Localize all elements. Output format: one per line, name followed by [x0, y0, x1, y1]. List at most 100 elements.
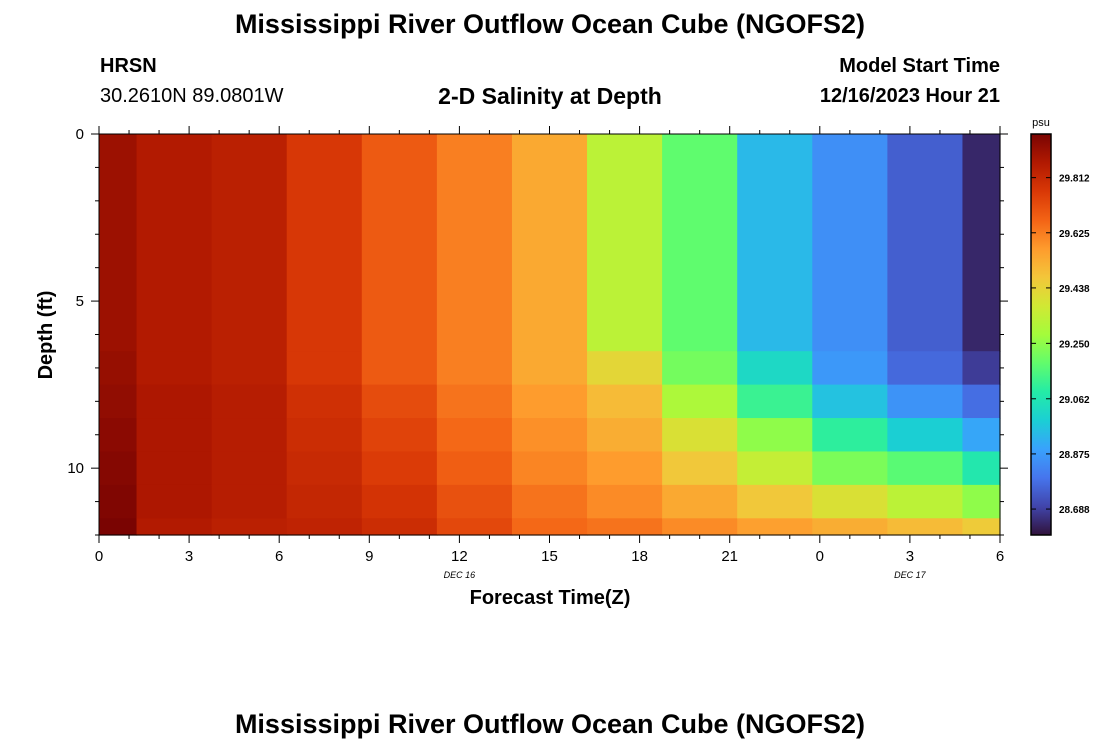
x-date-label: DEC 16: [444, 570, 476, 580]
x-tick-label: 6: [996, 548, 1004, 565]
heatmap-cell: [136, 518, 213, 536]
heatmap-cell: [286, 134, 363, 352]
heatmap-cell: [587, 418, 663, 453]
heatmap-cell: [136, 484, 213, 519]
x-axis-label: Forecast Time(Z): [470, 587, 631, 609]
heatmap-cell: [962, 484, 1001, 519]
x-tick-label: 3: [906, 548, 914, 565]
heatmap-cell: [436, 134, 513, 352]
heatmap-cell: [662, 418, 738, 453]
x-tick-label: 3: [185, 548, 193, 565]
heatmap-cell: [587, 518, 663, 536]
heatmap-cell: [211, 134, 288, 352]
heatmap-cell: [211, 418, 288, 453]
colorbar-tick-label: 28.688: [1059, 505, 1090, 516]
heatmap-cell: [511, 134, 588, 352]
heatmap-cell: [511, 518, 588, 536]
heatmap-cell: [737, 418, 813, 453]
heatmap-cell: [662, 351, 738, 386]
heatmap-cell: [587, 134, 663, 352]
heatmap-cell: [962, 134, 1001, 352]
station-coords: 30.2610N 89.0801W: [100, 85, 284, 107]
heatmap-cell: [662, 134, 738, 352]
heatmap-cell: [662, 384, 738, 419]
x-tick-label: 12: [451, 548, 468, 565]
heatmap-cell: [211, 484, 288, 519]
heatmap-cell: [812, 451, 888, 486]
heatmap-cell: [887, 484, 964, 519]
heatmap-cell: [812, 134, 888, 352]
heatmap-cell: [436, 384, 513, 419]
heatmap-cell: [286, 418, 363, 453]
heatmap-cell: [511, 451, 588, 486]
heatmap-cell: [136, 418, 213, 453]
heatmap-cell: [99, 451, 138, 486]
heatmap-cell: [511, 418, 588, 453]
heatmap-cell: [962, 384, 1001, 419]
colorbar-tick-label: 29.812: [1059, 174, 1090, 185]
x-tick-label: 0: [95, 548, 103, 565]
x-tick-label: 9: [365, 548, 373, 565]
heatmap-cell: [361, 451, 438, 486]
x-tick-label: 21: [721, 548, 738, 565]
footer-title: Mississippi River Outflow Ocean Cube (NG…: [234, 709, 866, 739]
heatmap-cell: [812, 351, 888, 386]
heatmap-cell: [99, 518, 138, 536]
heatmap-cell: [662, 451, 738, 486]
heatmap-cell: [887, 518, 964, 536]
colorbar-ticks: 29.812 29.625 29.438 29.250 29.062 28.875 28.6…: [1031, 174, 1090, 516]
heatmap-cell: [436, 518, 513, 536]
station-id: HRSN: [100, 55, 157, 77]
heatmap-cells: [99, 134, 1001, 536]
heatmap-cell: [99, 418, 138, 453]
chart-subtitle: 2-D Salinity at Depth: [438, 83, 662, 109]
colorbar-tick-label: 29.625: [1059, 229, 1090, 240]
heatmap-cell: [99, 384, 138, 419]
heatmap-cell: [286, 484, 363, 519]
heatmap-cell: [286, 351, 363, 386]
heatmap-cell: [812, 384, 888, 419]
heatmap-cell: [887, 451, 964, 486]
heatmap-cell: [887, 384, 964, 419]
heatmap-cell: [962, 351, 1001, 386]
heatmap-cell: [962, 451, 1001, 486]
heatmap-cell: [812, 484, 888, 519]
heatmap-cell: [99, 484, 138, 519]
heatmap-cell: [587, 451, 663, 486]
x-axis: 0 3 6 9 12 15 18 21 0 3 6 DEC 16 DEC 17: [95, 126, 1004, 580]
heatmap-cell: [136, 384, 213, 419]
colorbar-tick-label: 29.062: [1059, 395, 1090, 406]
heatmap-cell: [211, 351, 288, 386]
heatmap-cell: [361, 518, 438, 536]
colorbar-unit: psu: [1032, 117, 1050, 129]
heatmap-cell: [737, 384, 813, 419]
heatmap-cell: [136, 351, 213, 386]
heatmap-cell: [812, 418, 888, 453]
heatmap-cell: [136, 134, 213, 352]
y-axis: 0 5 10: [67, 126, 1008, 536]
heatmap-cell: [99, 351, 138, 386]
y-tick-label: 5: [76, 293, 84, 310]
salinity-chart: 0 3 6 9 12 15 18 21 0 3 6 DEC 16 DEC 17 0 5 10 Forecas…: [35, 117, 1090, 609]
heatmap-cell: [286, 384, 363, 419]
heatmap-cell: [436, 451, 513, 486]
heatmap-cell: [737, 484, 813, 519]
heatmap-cell: [211, 518, 288, 536]
x-tick-label: 15: [541, 548, 558, 565]
colorbar-tick-label: 29.250: [1059, 339, 1090, 350]
heatmap-cell: [887, 351, 964, 386]
colorbar-tick-label: 29.438: [1059, 284, 1090, 295]
heatmap-cell: [286, 451, 363, 486]
heatmap-cell: [436, 351, 513, 386]
heatmap-cell: [436, 484, 513, 519]
y-tick-label: 0: [76, 126, 84, 143]
heatmap-cell: [662, 484, 738, 519]
heatmap-cell: [511, 351, 588, 386]
model-start-value: 12/16/2023 Hour 21: [819, 85, 1000, 107]
heatmap-cell: [812, 518, 888, 536]
colorbar-gradient: [1030, 133, 1052, 536]
x-tick-label: 18: [631, 548, 648, 565]
heatmap-cell: [737, 518, 813, 536]
colorbar: psu 29.812 29.625 29.438 29.250 29.062 28.875…: [1030, 117, 1090, 536]
heatmap-cell: [361, 134, 438, 352]
